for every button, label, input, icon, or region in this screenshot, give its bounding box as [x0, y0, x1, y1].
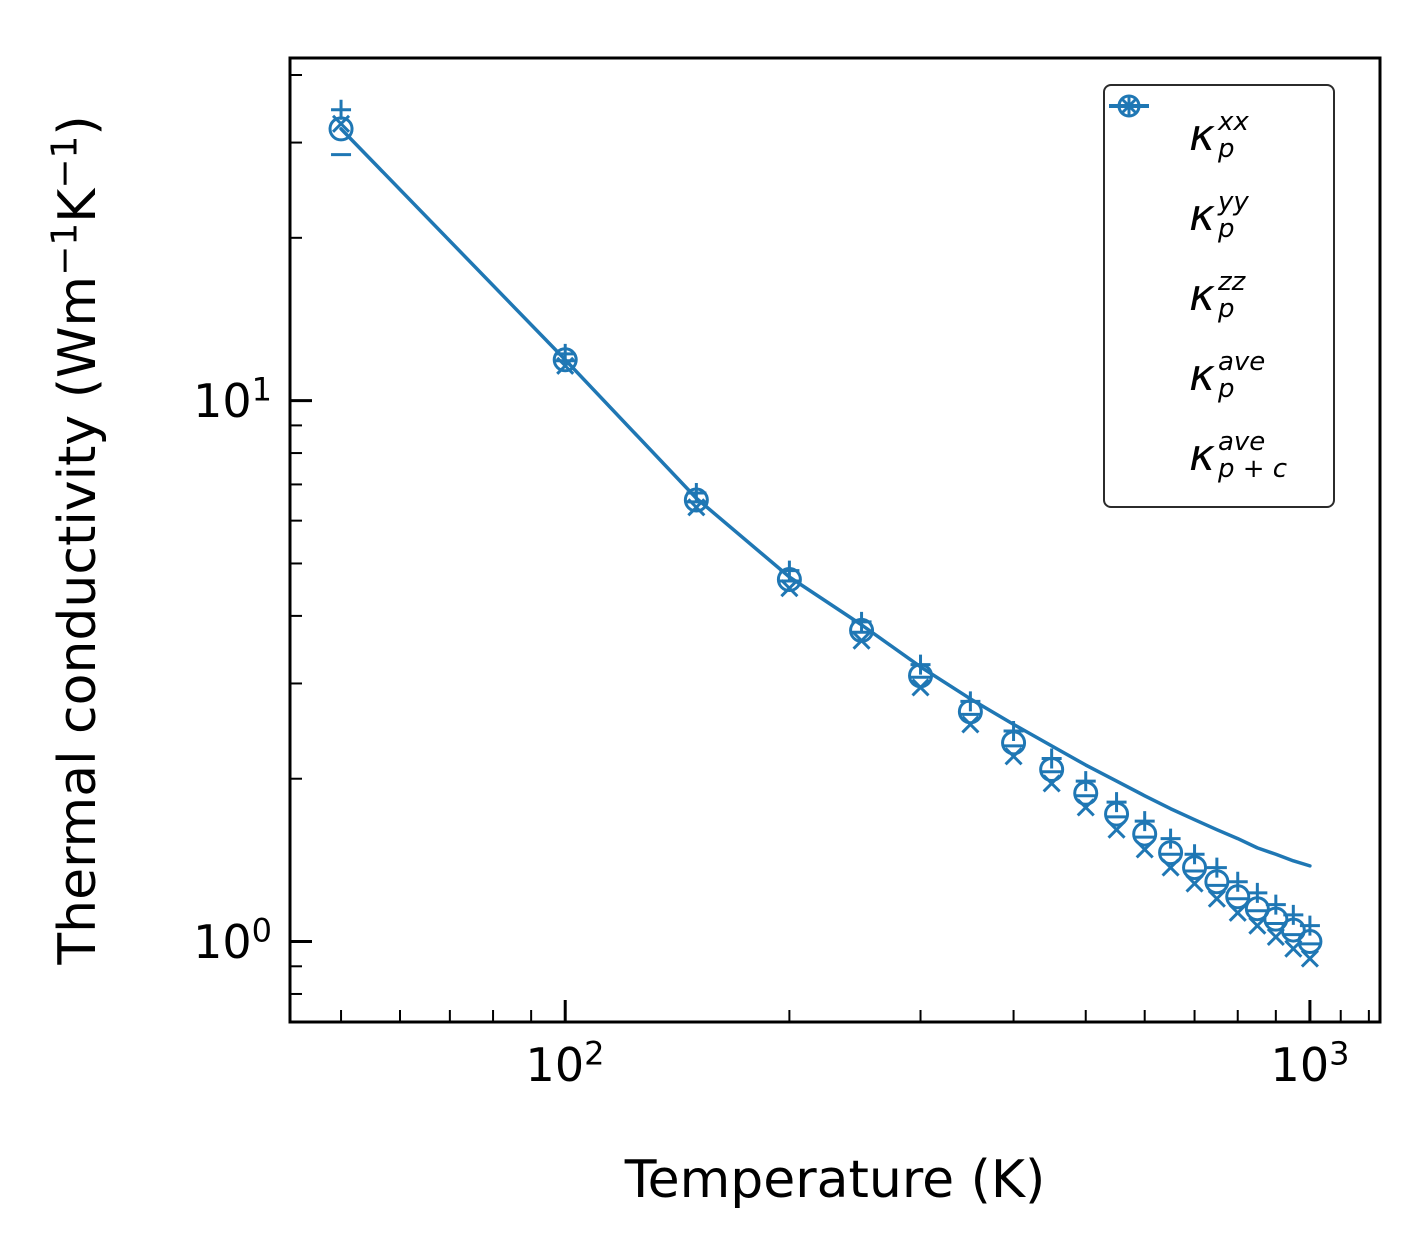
x-tick-label-1000: 103: [1270, 1034, 1350, 1092]
x-axis-label: Temperature (K): [624, 1150, 1046, 1210]
y-tick-label-1: 100: [193, 911, 272, 969]
legend: κ xx p κ yy p κ zz p κ ave p κ ave p + c: [1103, 84, 1335, 508]
legend-entry-kappa-ave: κ ave p: [1105, 94, 1333, 416]
legend-label: κ ave p + c: [1189, 426, 1288, 484]
legend-label: κ ave p: [1189, 346, 1266, 404]
legend-entry-kappa-zz: κ zz p: [1105, 104, 1333, 336]
legend-label: κ yy p: [1189, 186, 1249, 244]
x-tick-label-100: 102: [525, 1034, 605, 1092]
legend-label: κ zz p: [1189, 266, 1246, 324]
y-tick-label-10: 101: [193, 370, 272, 428]
y-axis-label: Thermal conductivity (Wm−1K−1): [44, 115, 108, 965]
legend-entry-kappa-ave-p-plus-c: κ ave p + c: [1105, 104, 1333, 496]
legend-entry-kappa-yy: κ yy p: [1105, 96, 1333, 256]
legend-label: κ xx p: [1189, 106, 1249, 164]
